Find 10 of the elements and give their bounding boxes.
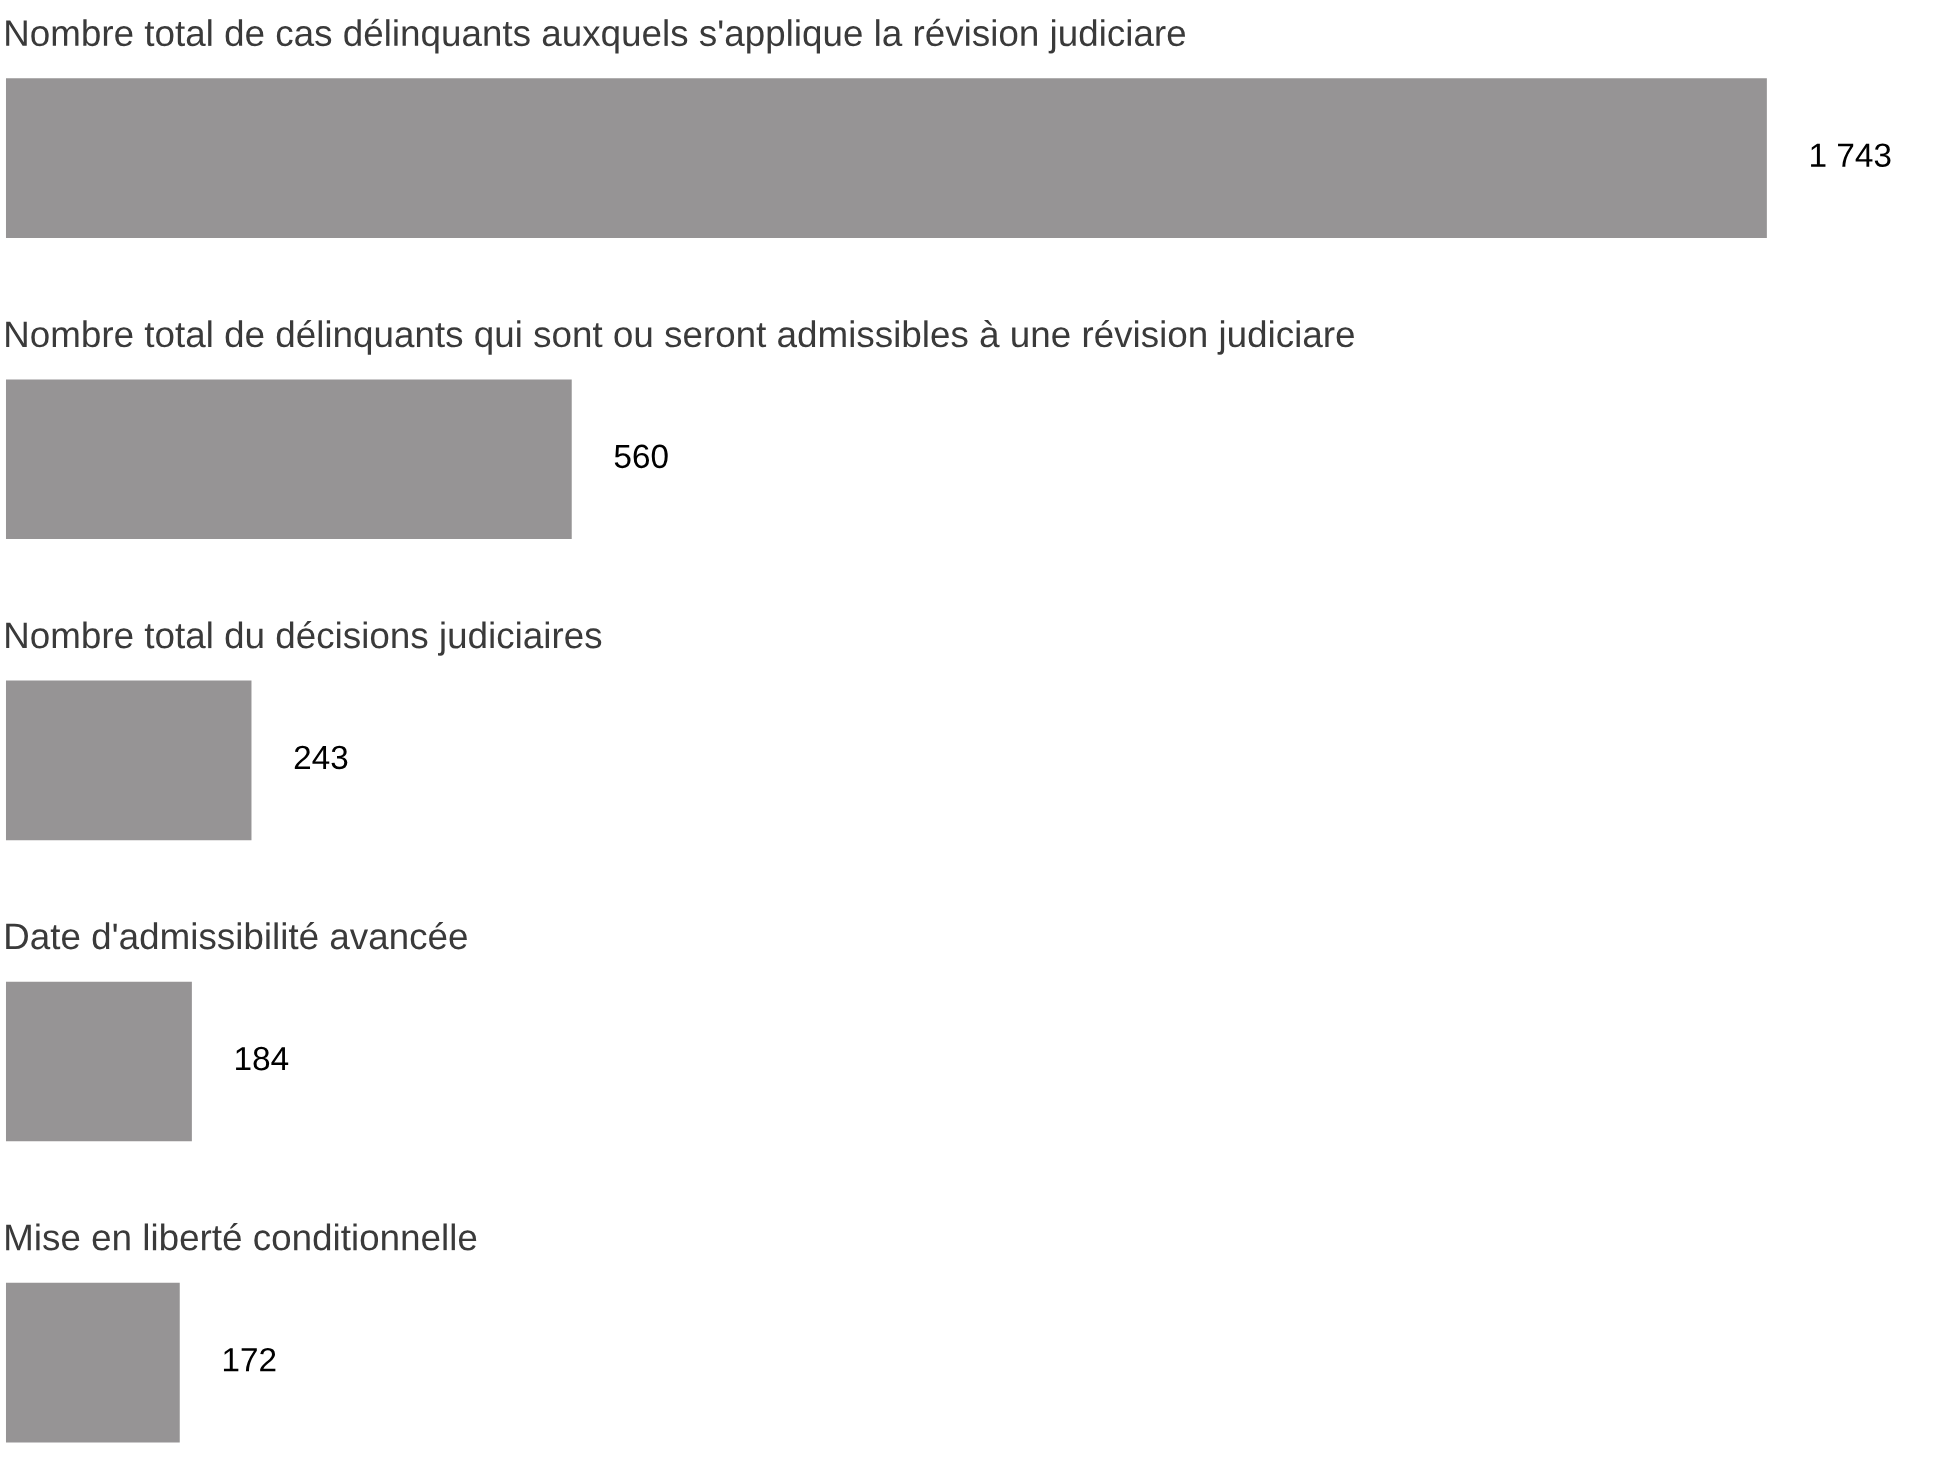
data-label: 243 [294, 745, 348, 770]
data-label: 560 [614, 444, 668, 469]
y-tick-label: Nombre total de délinquants qui sont ou seront admissibles à une révision judiciare [6, 319, 1354, 355]
y-tick-label: Nombre total du décisions judiciaires [6, 621, 602, 656]
data-label: 184 [236, 1046, 289, 1071]
data-label: 172 [223, 1347, 276, 1372]
y-tick-label: Mise en liberté conditionnelle [6, 1223, 477, 1251]
data-label: 1 743 [1811, 143, 1891, 168]
y-tick-label: Date d'admissibilité avancée [6, 921, 467, 950]
y-tick-label: Nombre total de cas délinquants auxquels s'applique la révision judiciare [6, 18, 1185, 54]
